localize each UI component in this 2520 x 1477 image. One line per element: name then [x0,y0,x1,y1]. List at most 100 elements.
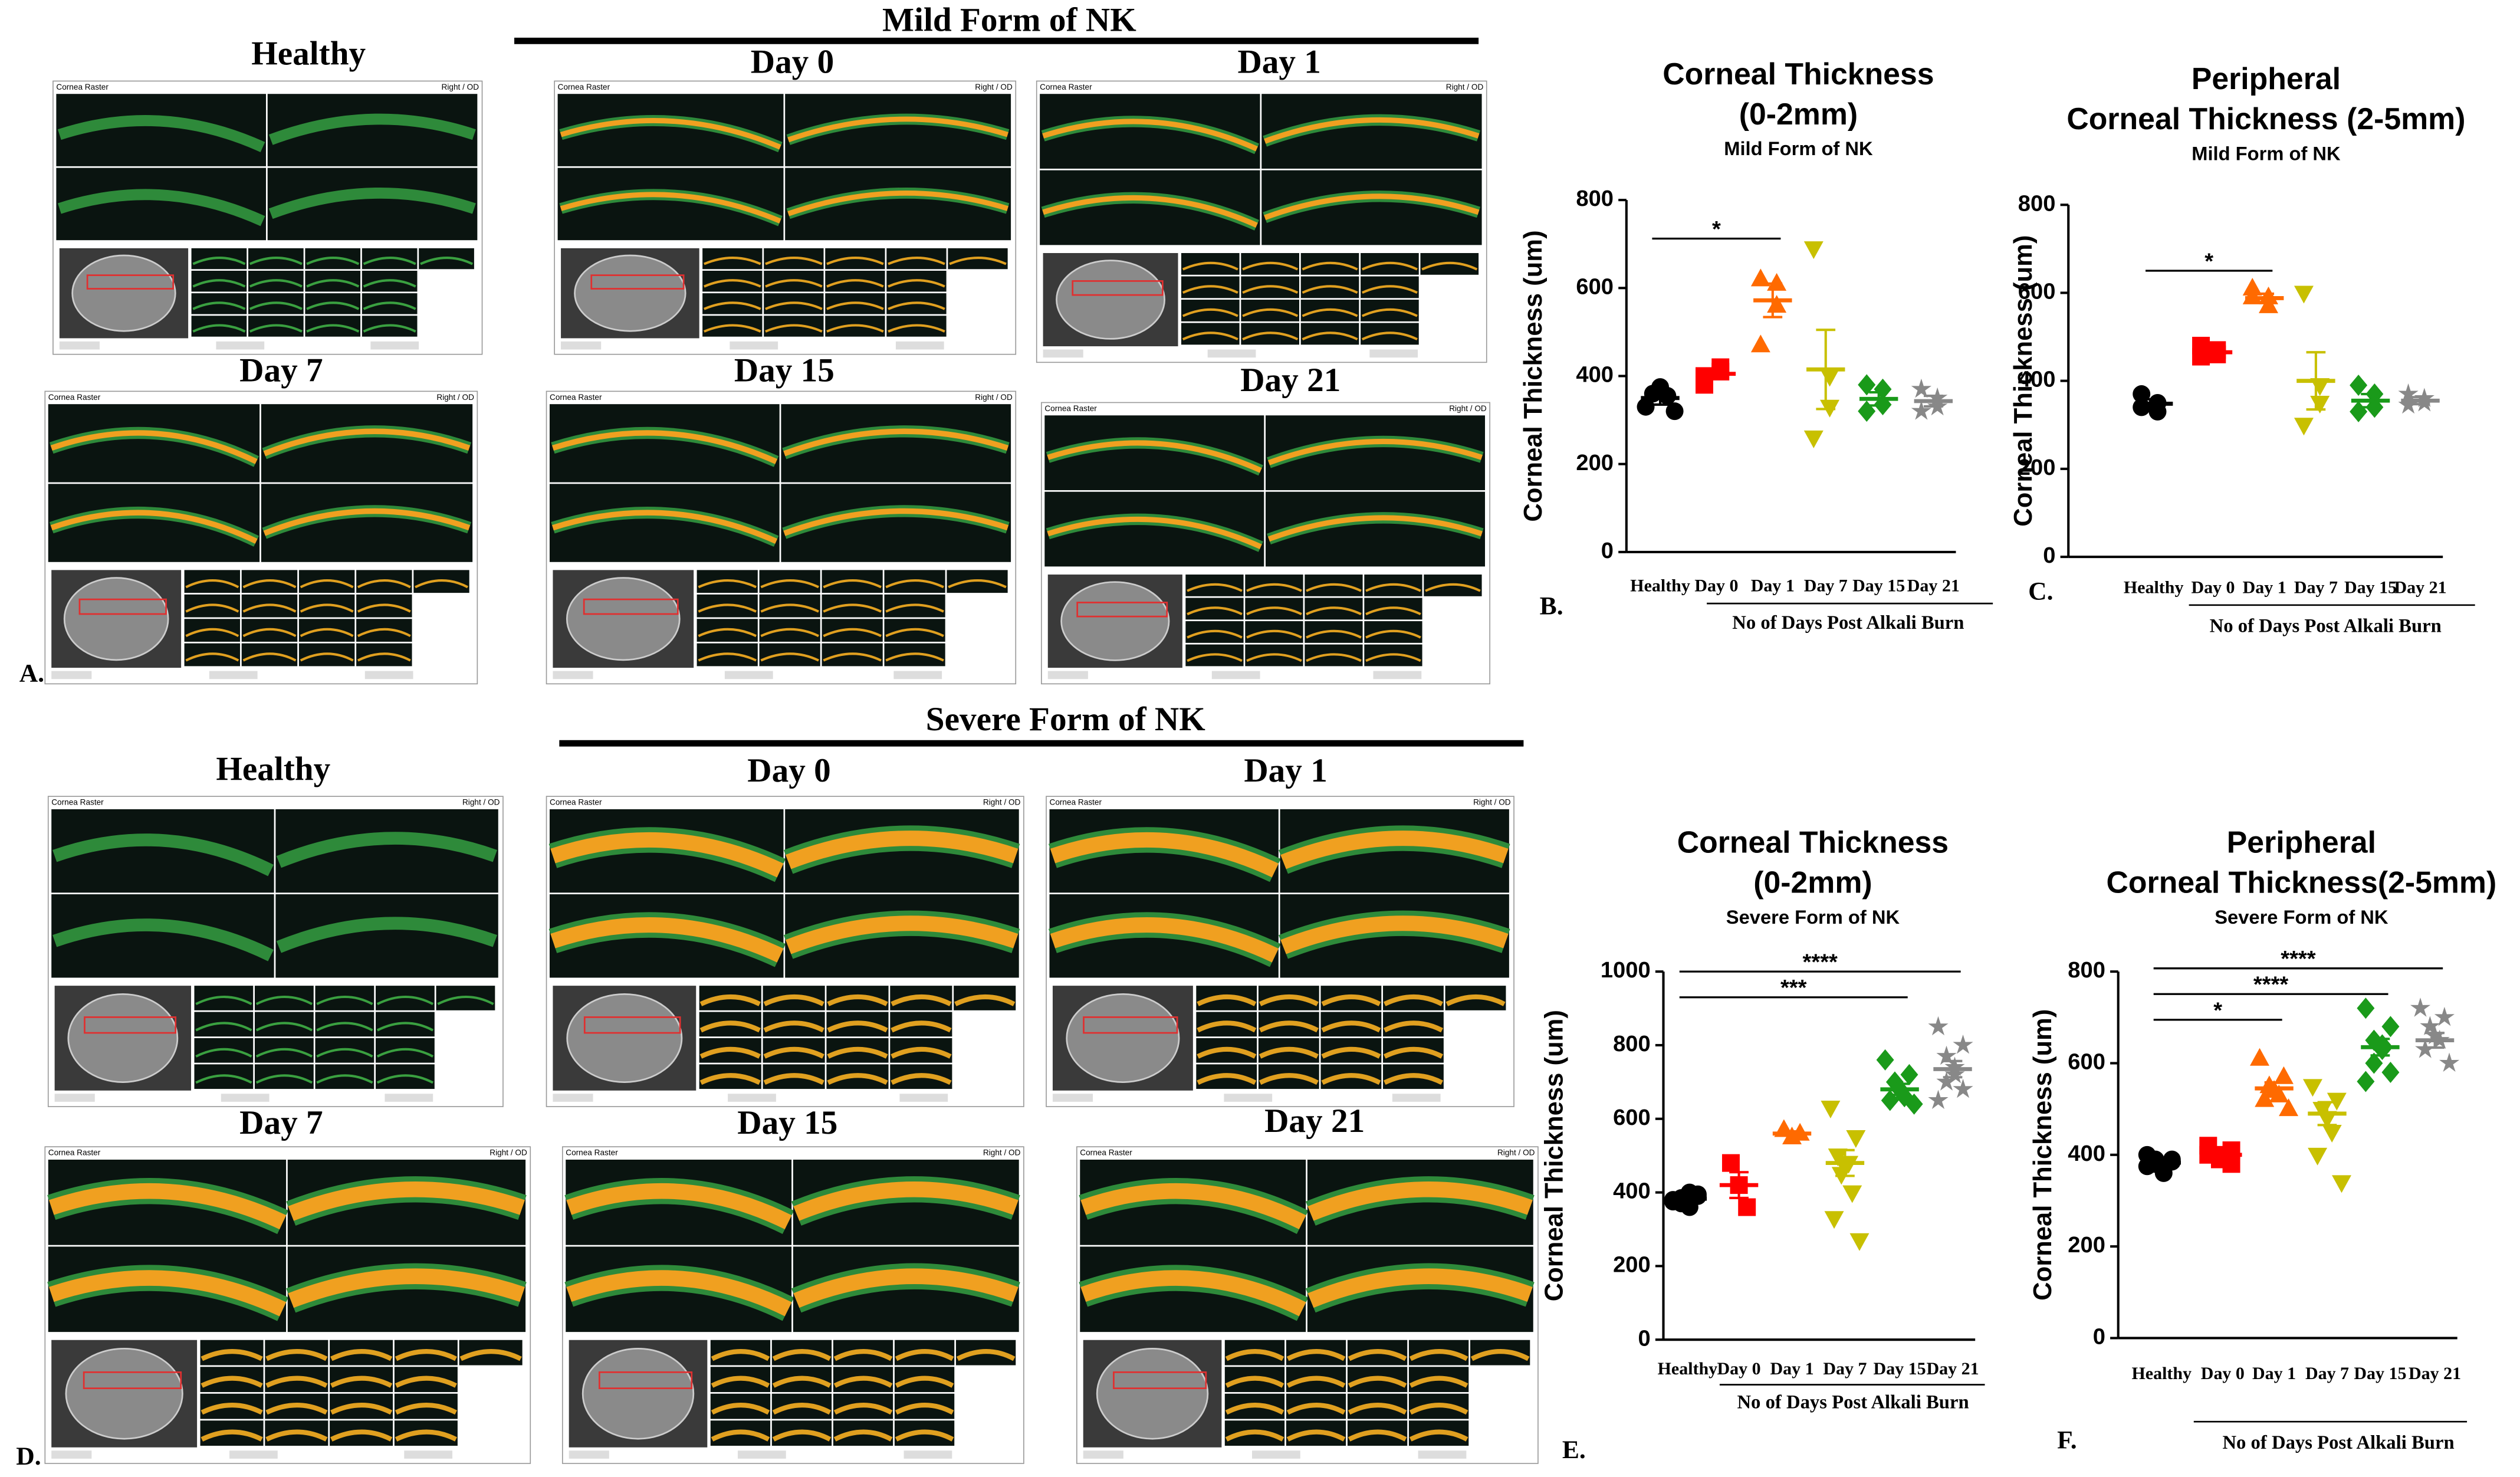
point [2302,1079,2322,1097]
scan-thumb-band [300,579,354,589]
point [2357,997,2375,1019]
eye-iris [67,993,179,1083]
scan-thumb-band [1225,1429,1284,1442]
scan-thumb-band [827,994,888,1006]
point [2350,375,2368,396]
oct-band-core [1047,440,1262,473]
scan-thumb-band [826,257,884,265]
scan-thumb-band [395,1349,458,1361]
screen-label: Cornea Raster [48,1148,101,1157]
point [1936,1045,1957,1065]
scan-thumb-band [1321,1073,1381,1085]
button [1083,1450,1123,1459]
scan-thumb-band [698,603,757,613]
scan-thumb-band [1306,583,1362,592]
scan-thumb-band [1383,994,1444,1006]
chart-subtitle: Mild Form of NK [1724,137,1873,159]
oct-band-core [550,917,784,963]
point [2294,285,2314,304]
oct-band-core [1264,117,1480,144]
scan-thumb-band [1421,261,1478,271]
button [209,671,258,680]
oct-band-core [786,831,1018,869]
oct-band [276,832,497,868]
scan-thumb-band [1197,1046,1257,1059]
scan-thumb-band [1182,308,1238,317]
scan-thumb-band [823,579,882,589]
oct-band-core [1042,195,1258,228]
screen-label: Cornea Raster [1050,798,1102,807]
oct-band-core [566,1183,792,1230]
x-axis-label: No of Days Post Alkali Burn [1737,1392,1969,1413]
button [1043,349,1083,358]
scan-thumb-band [1197,994,1257,1006]
button [404,1450,453,1459]
screen-title: Day 7 [239,1104,323,1141]
scan-thumb-band [1246,606,1302,616]
scan-thumb-band [1187,583,1243,592]
y-tick-label: 400 [1576,362,1614,388]
point [2273,1066,2294,1084]
scan-thumb-band [833,1403,893,1415]
scan-thumb-band [1182,331,1238,341]
point [1953,1034,1973,1054]
point [1738,1198,1756,1216]
point [1858,374,1876,396]
eye-iris [1056,260,1165,340]
chart-title: Peripheral [2227,825,2376,859]
scan-lines [1113,1371,1207,1390]
y-tick-label: 0 [1638,1325,1650,1351]
button [737,1450,786,1459]
scan-thumb-band [885,628,944,638]
x-tick-label: Day 15 [2344,577,2397,597]
point [1846,1130,1866,1148]
y-tick-label: 400 [2068,1141,2105,1166]
scan-thumb-band [195,1048,252,1058]
eye-iris [1096,1347,1209,1440]
point [2350,401,2368,422]
x-tick-label: Day 7 [1804,576,1848,596]
scan-thumb-band [249,324,303,333]
scan-thumb-band [192,324,246,333]
scan-thumb-band [1259,1046,1319,1059]
point [1820,369,1840,387]
button [229,1450,278,1459]
screen-label: Cornea Raster [550,393,602,402]
button [899,1094,948,1102]
scan-lines [583,598,679,615]
button [385,1094,433,1102]
eye-iris [63,577,169,661]
scan-thumb-band [395,1403,458,1415]
oct-band-core [50,430,258,464]
eye-iris [566,577,681,661]
chart-subtitle: Severe Form of NK [2215,906,2388,928]
screen-label: Right / OD [1497,1148,1535,1157]
button [1211,671,1260,680]
point [2308,1147,2328,1166]
scan-thumb-band [249,257,303,265]
x-tick-label: Day 15 [1874,1359,1926,1378]
eye-iris [1060,581,1170,661]
scan-thumb-band [265,1429,328,1442]
screen-label: Right / OD [442,83,479,91]
y-tick-label: 800 [2018,191,2056,216]
scan-thumb-band [459,1349,522,1361]
chart-title: Corneal Thickness [1663,57,1934,91]
chart-title: Corneal Thickness(2-5mm) [2107,865,2497,900]
scan-thumb-band [698,579,757,589]
button [1224,1094,1273,1102]
oct-screenshot: Cornea Raster Right / OD [554,80,1017,355]
scan-thumb-band [255,1074,313,1084]
x-tick-label: Day 1 [2243,577,2286,597]
oct-band [57,189,265,227]
oct-band-core [1280,915,1509,954]
y-tick-label: 0 [2093,1324,2105,1350]
scan-thumb-band [895,1429,954,1442]
scan-thumb-band [891,1020,952,1033]
oct-band-core [1307,1181,1533,1221]
scan-thumb-band [765,257,823,265]
scan-thumb-band [306,279,360,288]
scan-thumb-band [265,1403,328,1415]
scan-thumb-band [826,324,884,333]
y-tick-label: 600 [2018,279,2056,304]
